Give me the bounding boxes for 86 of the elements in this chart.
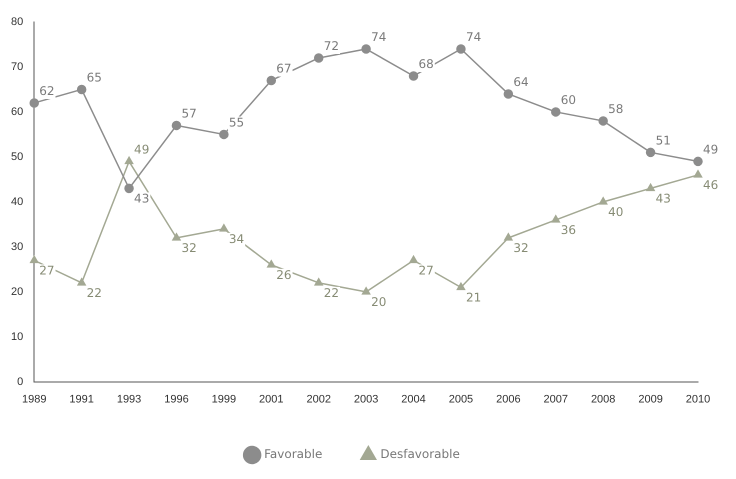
- data-label: 26: [276, 268, 292, 282]
- x-tick-label: 2004: [401, 393, 426, 406]
- point: [551, 107, 561, 117]
- data-label: 36: [560, 223, 576, 238]
- point: [598, 197, 608, 205]
- x-tick-label: 2007: [544, 393, 568, 406]
- data-label: 65: [86, 70, 102, 85]
- point: [314, 278, 323, 286]
- data-label: 32: [181, 241, 197, 256]
- point: [504, 233, 513, 241]
- point: [76, 84, 86, 94]
- data-label: 51: [656, 134, 671, 148]
- point: [408, 71, 418, 81]
- point: [694, 170, 702, 178]
- data-label: 72: [324, 39, 339, 54]
- point: [172, 233, 181, 241]
- point: [30, 256, 38, 264]
- point: [361, 44, 371, 54]
- x-tick-label: 2008: [590, 393, 616, 406]
- x-tick-label: 1999: [212, 393, 236, 406]
- x-tick-label: 1993: [116, 393, 142, 406]
- y-tick-label: 70: [10, 61, 24, 74]
- data-label: 34: [228, 232, 244, 246]
- x-tick-label: 2003: [354, 393, 378, 406]
- data-label: 27: [39, 263, 55, 278]
- data-label: 67: [276, 62, 292, 76]
- point: [362, 287, 370, 295]
- point: [646, 184, 655, 192]
- point: [124, 156, 134, 164]
- data-label: 27: [418, 263, 434, 278]
- data-label: 74: [371, 30, 386, 44]
- data-label: 74: [466, 30, 482, 44]
- point: [220, 224, 228, 232]
- data-label: 58: [608, 102, 624, 116]
- data-label: 43: [134, 192, 150, 206]
- y-tick-label: 20: [10, 286, 24, 298]
- point: [456, 282, 466, 290]
- data-label: 55: [228, 116, 244, 130]
- y-tick-label: 50: [10, 150, 24, 163]
- x-tick-label: 2005: [448, 393, 474, 406]
- point: [598, 116, 608, 126]
- x-tick-label: 1991: [69, 393, 94, 406]
- point: [504, 89, 514, 99]
- data-label: 64: [513, 75, 529, 90]
- data-label: 49: [703, 142, 718, 157]
- x-tick-label: 1996: [164, 393, 189, 406]
- point: [693, 156, 703, 166]
- data-label: 62: [39, 84, 55, 98]
- data-label: 32: [513, 241, 529, 256]
- data-label: 40: [608, 205, 624, 220]
- data-label: 22: [86, 286, 102, 300]
- legend-label: Favorable: [264, 447, 322, 462]
- data-label: 20: [371, 294, 386, 309]
- y-tick-label: 10: [10, 330, 24, 343]
- x-tick-label: 2009: [638, 393, 663, 406]
- x-tick-label: 2010: [686, 393, 710, 406]
- x-tick-label: 1989: [22, 393, 46, 406]
- point: [29, 98, 39, 108]
- y-tick-label: 40: [10, 196, 24, 208]
- point: [77, 278, 86, 286]
- point: [219, 130, 229, 140]
- legend-label: Desfavorable: [380, 447, 460, 462]
- y-tick-label: 80: [10, 16, 24, 28]
- data-label: 57: [181, 106, 197, 121]
- point: [266, 76, 276, 86]
- data-label: 43: [656, 192, 671, 206]
- x-tick-label: 2001: [259, 393, 284, 406]
- point: [314, 53, 324, 63]
- point: [552, 215, 560, 223]
- data-label: 46: [703, 178, 718, 192]
- point: [456, 44, 466, 54]
- data-label: 68: [418, 57, 434, 72]
- point: [646, 148, 656, 158]
- point: [267, 260, 276, 268]
- point: [124, 184, 134, 194]
- y-tick-label: 60: [10, 106, 24, 118]
- point: [409, 256, 418, 264]
- x-tick-label: 2002: [306, 393, 331, 406]
- data-label: 49: [134, 142, 150, 157]
- data-label: 60: [560, 93, 576, 108]
- data-label: 22: [324, 286, 339, 300]
- point: [172, 120, 182, 130]
- y-tick-label: 0: [17, 376, 24, 388]
- data-label: 21: [466, 290, 482, 304]
- y-tick-label: 30: [10, 240, 24, 253]
- x-tick-label: 2006: [496, 393, 521, 406]
